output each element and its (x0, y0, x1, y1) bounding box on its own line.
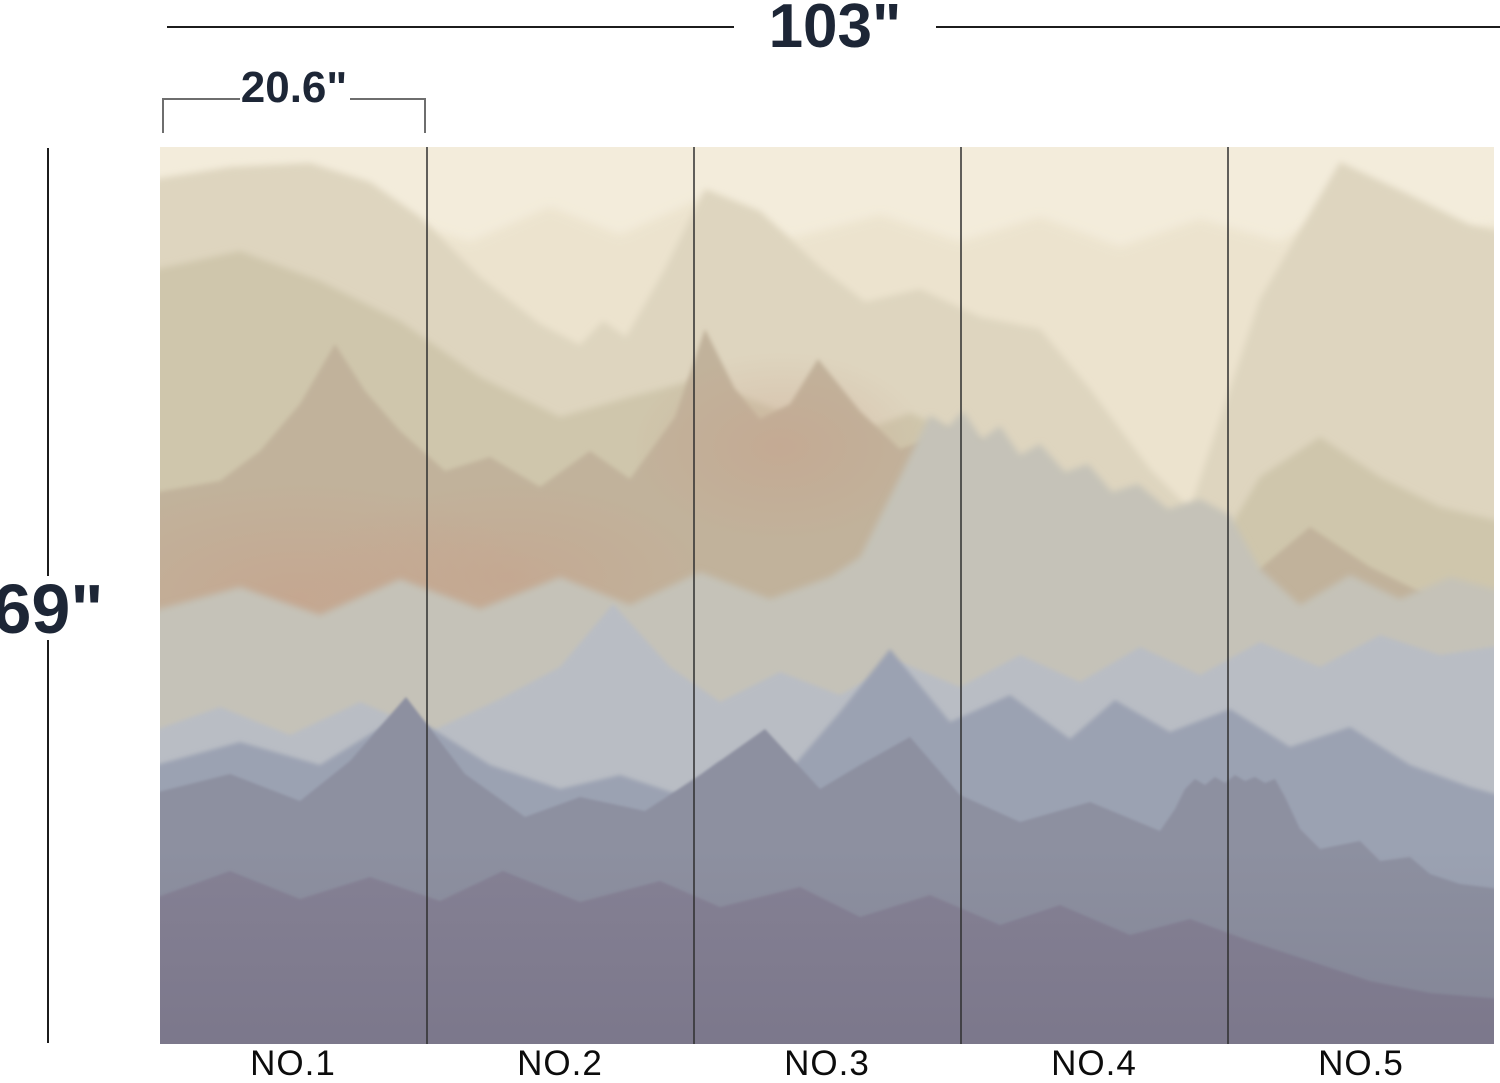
panel-width-dimension-label: 20.6" (240, 63, 348, 112)
rose-wash-peak (630, 352, 930, 542)
panel-label-no5: NO.5 (1318, 1044, 1404, 1083)
total-width-dimension-label: 103" (768, 0, 902, 61)
panel-width-line-left (162, 98, 240, 100)
panel-width-tick-left (162, 98, 164, 133)
mural-artwork (160, 147, 1494, 1044)
panel-width-line-right (350, 98, 425, 100)
total-width-line-left (167, 26, 734, 28)
panel-width-tick-right (424, 98, 426, 133)
panel-divider-group (426, 147, 1229, 1044)
total-width-line-right (936, 26, 1500, 28)
panel-label-no3: NO.3 (784, 1044, 870, 1083)
bottom-shade-overlay (160, 847, 1494, 1044)
height-line-bottom (47, 640, 49, 1043)
mountain-mural-svg (160, 147, 1494, 1044)
panel-label-no1: NO.1 (250, 1044, 336, 1083)
height-dimension-label: 69" (0, 570, 104, 648)
panel-label-no4: NO.4 (1051, 1044, 1137, 1083)
panel-label-no2: NO.2 (517, 1044, 603, 1083)
height-line-top (47, 148, 49, 576)
